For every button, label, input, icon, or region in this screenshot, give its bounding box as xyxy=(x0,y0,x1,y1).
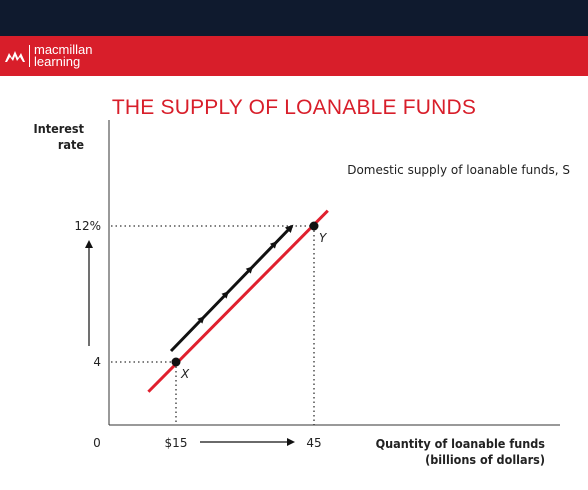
point-x-marker xyxy=(171,357,181,367)
logo-divider xyxy=(29,45,30,67)
point-y-label: Y xyxy=(319,231,328,245)
y-axis-label-line-2: rate xyxy=(58,137,85,152)
macmillan-logo-icon xyxy=(5,51,25,62)
movement-arrow-chevron xyxy=(269,241,278,249)
movement-arrow-chevron xyxy=(245,266,254,274)
brand-text: macmillan learning xyxy=(34,42,93,69)
x-axis-label-line-1: Quantity of loanable funds xyxy=(376,436,546,451)
movement-arrow-line xyxy=(169,224,294,353)
chart-title: THE SUPPLY OF LOANABLE FUNDS xyxy=(111,96,477,119)
point-x-label: X xyxy=(180,367,190,381)
point-y-marker xyxy=(309,221,319,231)
top-bar xyxy=(0,0,588,36)
movement-along-curve-arrow xyxy=(169,224,294,353)
brand-line-2: learning xyxy=(34,54,81,69)
brand-line-1: macmillan xyxy=(34,42,93,57)
x-tick-label: 45 xyxy=(306,436,321,450)
origin-label: 0 xyxy=(93,436,101,450)
macmillan-logo: macmillan learning xyxy=(4,43,93,69)
y-axis-label-line-1: Interest xyxy=(34,121,85,136)
brand-bar: macmillan learning xyxy=(0,36,588,76)
movement-arrow-chevron xyxy=(197,316,205,324)
y-tick-label: 4 xyxy=(93,355,101,369)
x-axis-label-line-2: (billions of dollars) xyxy=(425,452,545,467)
x-tick-label: $15 xyxy=(165,436,188,450)
supply-curve-label: Domestic supply of loanable funds, S xyxy=(347,163,570,177)
y-tick-label: 12% xyxy=(74,219,101,233)
movement-arrow-chevron xyxy=(221,291,229,299)
